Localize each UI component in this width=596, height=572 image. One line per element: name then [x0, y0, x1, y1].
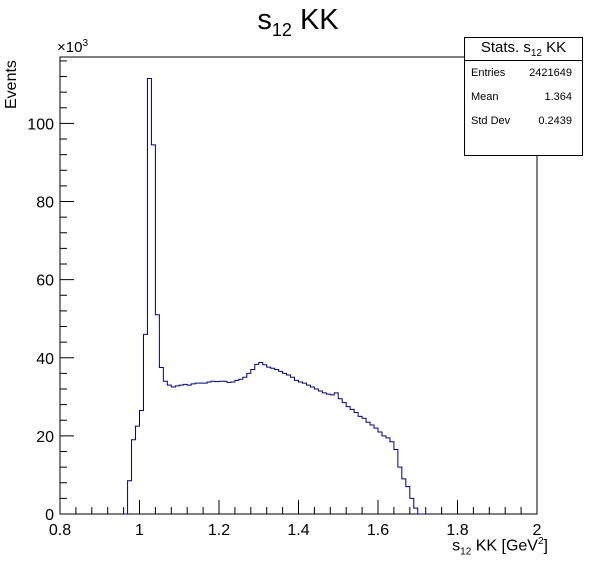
y-tick-label: 80 [36, 195, 54, 212]
y-tick-label: 40 [36, 351, 54, 368]
mean-value: 1.364 [544, 91, 572, 103]
xlabel-end: ] [543, 537, 548, 555]
xlabel-superscript: 2 [537, 536, 544, 547]
histogram-series-line [123, 77, 426, 515]
mean-label: Mean [471, 91, 499, 103]
x-tick-label: 1.8 [446, 522, 468, 539]
stats-title-subscript: 12 [530, 48, 542, 59]
stddev-label: Std Dev [471, 115, 511, 127]
y-tick-label: 0 [45, 507, 54, 524]
entries-label: Entries [471, 67, 506, 79]
x-tick-label: 1 [135, 522, 144, 539]
y-axis-multiplier: ×103 [57, 38, 88, 56]
y-axis-ticks [60, 60, 74, 515]
x-tick-label: 1.4 [287, 522, 309, 539]
y-tick-label: 100 [27, 116, 54, 133]
title-main: s [257, 4, 272, 36]
stats-title-main: Stats. s [480, 39, 531, 56]
x-tick-label: 0.8 [49, 522, 71, 539]
y-tick-label: 60 [36, 273, 54, 290]
entries-value: 2421649 [529, 67, 572, 79]
stats-box: Stats. s12 KK Entries 2421649 Mean 1.364 S… [464, 37, 583, 156]
x-axis-ticks [59, 500, 538, 514]
stats-row-entries: Entries 2421649 [465, 61, 582, 85]
stats-title: Stats. s12 KK [465, 38, 582, 61]
x-tick-label: 2 [533, 522, 542, 539]
title-rest: KK [291, 4, 339, 36]
y-axis-label: Events [3, 60, 20, 109]
multiplier-base: ×10 [57, 39, 83, 56]
xlabel-mid: KK [GeV [471, 537, 538, 555]
stats-title-rest: KK [541, 39, 567, 56]
multiplier-exponent: 3 [82, 38, 89, 49]
stats-row-stddev: Std Dev 0.2439 [465, 109, 582, 133]
xlabel-main: s [452, 537, 461, 555]
xlabel-subscript: 12 [460, 546, 472, 558]
y-tick-label: 20 [36, 429, 54, 446]
x-axis-tick-labels: 0.8 1 1.2 1.4 1.6 1.8 2 [49, 522, 542, 539]
chart-title: s12 KK [0, 4, 596, 41]
x-axis-label: s12 KK [GeV2] [452, 536, 548, 558]
title-subscript: 12 [271, 19, 292, 40]
stats-row-mean: Mean 1.364 [465, 85, 582, 109]
x-tick-label: 1.2 [208, 522, 230, 539]
stddev-value: 0.2439 [538, 115, 572, 127]
x-tick-label: 1.6 [367, 522, 389, 539]
y-axis-tick-labels: 0 20 40 60 80 100 [27, 116, 54, 524]
